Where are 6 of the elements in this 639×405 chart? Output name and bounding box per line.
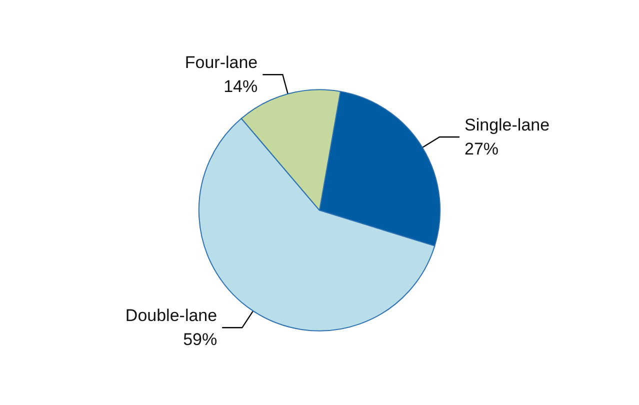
data-label: 59% [183, 330, 218, 350]
slice-label: Four-lane [184, 53, 258, 72]
data-label: 14% [224, 77, 258, 96]
slice-label: Single-lane [464, 116, 550, 135]
data-label: 27% [464, 140, 499, 159]
slice-label: Double-lane [125, 306, 218, 326]
